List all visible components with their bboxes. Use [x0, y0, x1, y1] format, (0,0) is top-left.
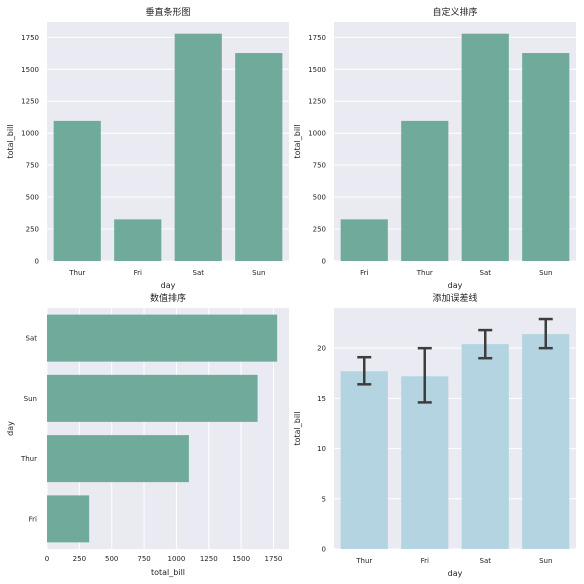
- chart4-title: 添加误差线: [432, 292, 477, 304]
- chart1-x-axis-label: day: [161, 281, 176, 290]
- chart4-x-axis-label: day: [448, 569, 463, 578]
- chart4-y-tick-label: 15: [317, 395, 326, 403]
- chart4-x-tick-label: Thur: [355, 557, 372, 565]
- chart2-y-tick-label: 1750: [308, 34, 326, 42]
- chart4-bar-sun: [522, 334, 570, 549]
- chart2-x-tick-label: Sat: [480, 269, 492, 277]
- chart1-y-tick-label: 500: [26, 194, 39, 202]
- chart1-x-tick-label: Thur: [68, 269, 85, 277]
- chart2-x-tick-label: Sun: [539, 269, 552, 277]
- chart3-bar-fri: [47, 495, 90, 543]
- chart1-y-tick-label: 1000: [21, 130, 39, 138]
- chart4-y-tick-label: 5: [322, 495, 326, 503]
- chart1-x-tick-label: Sat: [193, 269, 205, 277]
- chart1-y-tick-label: 1750: [21, 34, 39, 42]
- chart3-y-tick-label: Fri: [29, 515, 37, 523]
- chart4-bar-fri: [401, 376, 449, 549]
- chart1-title: 垂直条形图: [145, 6, 190, 18]
- chart3-y-tick-label: Sun: [24, 395, 37, 403]
- chart4-x-tick-label: Fri: [421, 557, 429, 565]
- chart3-x-tick-label: 0: [45, 555, 49, 563]
- chart3-title: 数值排序: [150, 292, 186, 304]
- chart2-y-tick-label: 750: [313, 162, 326, 170]
- chart2-y-axis-label: total_bill: [293, 124, 302, 158]
- chart4-x-tick-label: Sun: [539, 557, 552, 565]
- chart2-y-tick-label: 500: [313, 194, 326, 202]
- chart4-y-axis-label: total_bill: [293, 411, 302, 445]
- chart3-bar-sat: [47, 314, 278, 362]
- chart1-x-tick-label: Sun: [252, 269, 265, 277]
- chart2-x-tick-label: Thur: [416, 269, 433, 277]
- chart3-x-tick-label: 1000: [167, 555, 185, 563]
- chart2-y-tick-label: 1500: [308, 66, 326, 74]
- chart4-x-tick-label: Sat: [480, 557, 492, 565]
- chart3-bar-thur: [47, 435, 189, 483]
- chart2-x-axis-label: day: [448, 281, 463, 290]
- chart3-x-tick-label: 1500: [232, 555, 250, 563]
- chart1-y-tick-label: 0: [35, 258, 39, 266]
- chart1-y-tick-label: 250: [26, 226, 39, 234]
- chart1-bar-sun: [235, 53, 283, 261]
- chart2-y-tick-label: 0: [322, 258, 326, 266]
- chart3-bar-sun: [47, 374, 258, 422]
- chart2-bar-thur: [401, 120, 449, 261]
- chart2-bar-sat: [461, 33, 509, 261]
- chart2-bar-fri: [340, 219, 388, 261]
- chart3-x-axis-label: total_bill: [151, 568, 185, 577]
- chart3-y-tick-label: Thur: [20, 455, 37, 463]
- chart3-y-tick-label: Sat: [26, 335, 38, 343]
- chart3-x-tick-label: 250: [73, 555, 86, 563]
- chart1-bar-thur: [53, 120, 101, 261]
- chart2-y-tick-label: 1000: [308, 130, 326, 138]
- chart1-bar-fri: [114, 219, 162, 261]
- chart3-x-tick-label: 1250: [200, 555, 218, 563]
- chart4-y-tick-label: 10: [317, 445, 326, 453]
- chart1-y-axis-label: total_bill: [6, 124, 15, 158]
- chart1-y-tick-label: 750: [26, 162, 39, 170]
- chart4-bar-sat: [461, 344, 509, 549]
- chart1-y-tick-label: 1250: [21, 98, 39, 106]
- chart1-x-tick-label: Fri: [134, 269, 142, 277]
- chart4-y-tick-label: 0: [322, 546, 326, 554]
- chart4-bar-thur: [340, 371, 388, 549]
- chart2-y-tick-label: 250: [313, 226, 326, 234]
- chart1-bar-sat: [174, 33, 222, 261]
- chart3-x-tick-label: 1750: [265, 555, 283, 563]
- chart2-y-tick-label: 1250: [308, 98, 326, 106]
- chart3-x-tick-label: 750: [137, 555, 150, 563]
- chart2-bar-sun: [522, 53, 570, 261]
- chart2-x-tick-label: Fri: [360, 269, 368, 277]
- chart2-title: 自定义排序: [432, 6, 477, 18]
- chart1-y-tick-label: 1500: [21, 66, 39, 74]
- chart4-y-tick-label: 20: [317, 345, 326, 353]
- chart3-y-axis-label: day: [6, 421, 15, 436]
- chart3-x-tick-label: 500: [105, 555, 118, 563]
